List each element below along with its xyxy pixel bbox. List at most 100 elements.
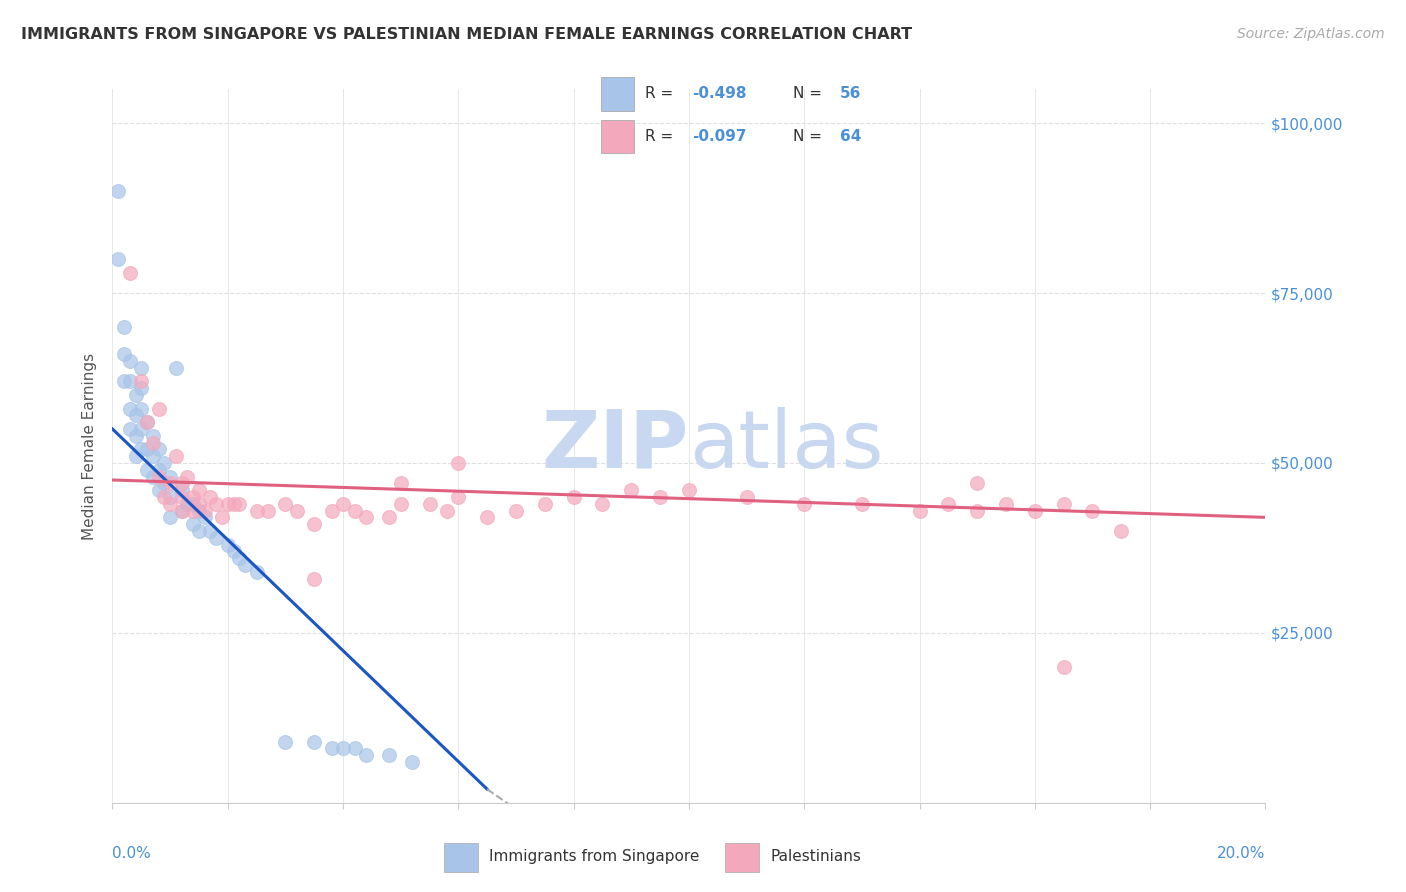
Point bbox=[148, 483, 170, 498]
Point bbox=[176, 497, 198, 511]
Text: N =: N = bbox=[793, 87, 827, 101]
Point bbox=[343, 503, 366, 517]
Point bbox=[148, 463, 170, 477]
Text: Immigrants from Singapore: Immigrants from Singapore bbox=[489, 849, 700, 863]
Y-axis label: Median Female Earnings: Median Female Earnings bbox=[82, 352, 97, 540]
Point bbox=[966, 476, 988, 491]
Point bbox=[181, 503, 204, 517]
Point bbox=[181, 490, 204, 504]
Point bbox=[378, 748, 401, 763]
Point bbox=[170, 490, 193, 504]
Point bbox=[436, 503, 458, 517]
Point bbox=[211, 510, 233, 524]
Point bbox=[176, 469, 198, 483]
Point bbox=[620, 483, 643, 498]
Point bbox=[159, 510, 181, 524]
Point bbox=[118, 401, 141, 416]
Point bbox=[851, 497, 873, 511]
Point bbox=[159, 490, 181, 504]
Point bbox=[170, 503, 193, 517]
Point bbox=[285, 503, 308, 517]
Point bbox=[136, 463, 159, 477]
Point bbox=[142, 469, 165, 483]
Point bbox=[170, 476, 193, 491]
Point bbox=[1111, 524, 1133, 538]
Point bbox=[118, 422, 141, 436]
Point bbox=[136, 415, 159, 429]
Point bbox=[562, 490, 585, 504]
Point bbox=[153, 456, 176, 470]
Point bbox=[159, 469, 181, 483]
Point bbox=[217, 537, 239, 551]
Point bbox=[136, 442, 159, 457]
Point bbox=[112, 375, 135, 389]
Text: atlas: atlas bbox=[689, 407, 883, 485]
Point bbox=[354, 510, 377, 524]
Point bbox=[534, 497, 557, 511]
Point bbox=[592, 497, 614, 511]
Point bbox=[217, 497, 239, 511]
Point bbox=[304, 572, 326, 586]
Point bbox=[475, 510, 499, 524]
Point bbox=[343, 741, 366, 756]
Point bbox=[246, 503, 269, 517]
Text: -0.498: -0.498 bbox=[692, 87, 747, 101]
Point bbox=[228, 551, 250, 566]
Point bbox=[447, 490, 470, 504]
Point bbox=[153, 476, 176, 491]
Text: Source: ZipAtlas.com: Source: ZipAtlas.com bbox=[1237, 27, 1385, 41]
Point bbox=[274, 497, 297, 511]
Point bbox=[354, 748, 377, 763]
Point bbox=[389, 497, 412, 511]
Point bbox=[118, 266, 141, 280]
Point bbox=[200, 524, 222, 538]
Point bbox=[118, 354, 141, 368]
Point bbox=[389, 476, 412, 491]
Point bbox=[205, 531, 228, 545]
Point bbox=[793, 497, 815, 511]
Point bbox=[159, 497, 181, 511]
Point bbox=[378, 510, 401, 524]
Text: R =: R = bbox=[644, 87, 678, 101]
Point bbox=[188, 497, 211, 511]
Point bbox=[995, 497, 1018, 511]
Point bbox=[188, 524, 211, 538]
Point bbox=[1024, 503, 1046, 517]
Point bbox=[181, 517, 204, 532]
Point bbox=[246, 565, 269, 579]
Point bbox=[936, 497, 959, 511]
Point bbox=[188, 483, 211, 498]
Point bbox=[419, 497, 441, 511]
Point bbox=[447, 456, 470, 470]
Point bbox=[165, 360, 187, 375]
Point bbox=[129, 375, 153, 389]
Point bbox=[129, 381, 153, 395]
Point bbox=[129, 422, 153, 436]
Point bbox=[1053, 660, 1076, 674]
Text: -0.097: -0.097 bbox=[692, 129, 747, 144]
Bar bbox=[600, 77, 634, 111]
Text: 0.0%: 0.0% bbox=[112, 846, 152, 861]
Point bbox=[142, 429, 165, 443]
Point bbox=[148, 442, 170, 457]
Point bbox=[321, 741, 343, 756]
Point bbox=[228, 497, 250, 511]
Text: N =: N = bbox=[793, 129, 827, 144]
Point bbox=[153, 490, 176, 504]
Text: 56: 56 bbox=[841, 87, 862, 101]
Point bbox=[129, 401, 153, 416]
Point bbox=[735, 490, 758, 504]
Point bbox=[908, 503, 931, 517]
Point bbox=[650, 490, 672, 504]
Point bbox=[304, 734, 326, 748]
Point bbox=[222, 544, 245, 558]
Text: 64: 64 bbox=[841, 129, 862, 144]
Point bbox=[257, 503, 280, 517]
Bar bbox=[725, 843, 759, 872]
Point bbox=[205, 497, 228, 511]
Point bbox=[1053, 497, 1076, 511]
Point bbox=[194, 503, 217, 517]
Text: R =: R = bbox=[644, 129, 678, 144]
Point bbox=[401, 755, 423, 769]
Point bbox=[124, 409, 146, 423]
